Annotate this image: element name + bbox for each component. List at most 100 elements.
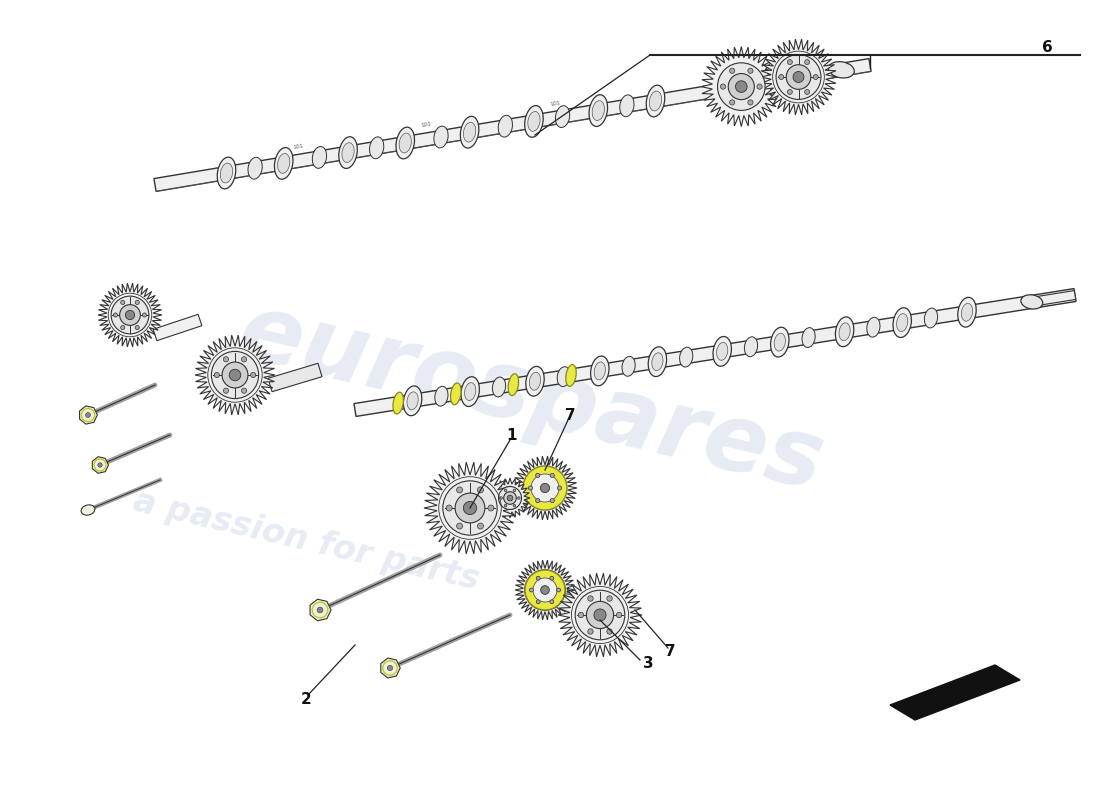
Circle shape — [223, 388, 229, 394]
Ellipse shape — [565, 365, 576, 386]
Circle shape — [607, 596, 613, 602]
Ellipse shape — [493, 377, 506, 397]
Circle shape — [537, 576, 540, 580]
Circle shape — [463, 502, 476, 514]
Circle shape — [717, 63, 766, 110]
Ellipse shape — [594, 362, 605, 380]
Circle shape — [98, 462, 102, 467]
Ellipse shape — [802, 328, 815, 347]
Ellipse shape — [342, 142, 354, 162]
Circle shape — [579, 612, 584, 618]
Ellipse shape — [839, 323, 850, 341]
Ellipse shape — [713, 337, 732, 366]
Circle shape — [550, 474, 554, 478]
Circle shape — [499, 497, 503, 499]
Text: 2: 2 — [300, 693, 311, 707]
Circle shape — [594, 609, 606, 621]
Circle shape — [736, 81, 747, 92]
Circle shape — [522, 466, 566, 510]
Circle shape — [443, 481, 497, 535]
Ellipse shape — [1021, 294, 1043, 309]
Ellipse shape — [312, 146, 327, 168]
Polygon shape — [381, 658, 400, 678]
Circle shape — [558, 486, 562, 490]
Ellipse shape — [867, 318, 880, 337]
Ellipse shape — [508, 374, 518, 395]
Text: 3: 3 — [644, 657, 653, 671]
Circle shape — [525, 570, 565, 610]
Text: 6: 6 — [1042, 41, 1053, 55]
Circle shape — [211, 351, 258, 398]
Ellipse shape — [404, 386, 421, 416]
Circle shape — [504, 492, 516, 504]
Circle shape — [534, 578, 557, 602]
Ellipse shape — [277, 154, 289, 174]
Circle shape — [251, 373, 255, 378]
Circle shape — [793, 71, 804, 82]
Circle shape — [513, 504, 516, 507]
Circle shape — [550, 498, 554, 502]
Polygon shape — [154, 58, 871, 191]
Circle shape — [786, 65, 811, 90]
Ellipse shape — [393, 392, 404, 414]
Polygon shape — [424, 462, 516, 554]
Circle shape — [540, 483, 550, 493]
Circle shape — [550, 600, 553, 604]
Circle shape — [111, 296, 148, 334]
Ellipse shape — [451, 383, 461, 405]
Polygon shape — [490, 478, 530, 518]
Circle shape — [455, 493, 485, 523]
Circle shape — [748, 68, 754, 74]
Ellipse shape — [248, 158, 262, 179]
Ellipse shape — [434, 386, 448, 406]
Text: a passion for parts: a passion for parts — [130, 485, 483, 597]
Circle shape — [575, 590, 625, 640]
Circle shape — [537, 600, 540, 604]
Circle shape — [498, 486, 521, 510]
Ellipse shape — [396, 127, 415, 159]
Circle shape — [587, 596, 593, 602]
Circle shape — [528, 486, 532, 490]
Ellipse shape — [648, 347, 667, 377]
Ellipse shape — [828, 62, 855, 78]
Circle shape — [779, 74, 783, 79]
Polygon shape — [98, 283, 162, 347]
Ellipse shape — [621, 356, 635, 376]
Circle shape — [813, 74, 818, 79]
Circle shape — [507, 495, 513, 501]
Ellipse shape — [588, 94, 607, 126]
Ellipse shape — [745, 337, 758, 357]
Ellipse shape — [652, 353, 663, 370]
Ellipse shape — [498, 115, 513, 137]
Circle shape — [113, 313, 118, 317]
Ellipse shape — [771, 327, 789, 357]
Circle shape — [214, 373, 219, 378]
Circle shape — [229, 370, 241, 381]
Ellipse shape — [526, 366, 544, 396]
Circle shape — [805, 60, 810, 65]
Circle shape — [142, 313, 146, 317]
Circle shape — [456, 487, 462, 493]
Ellipse shape — [217, 157, 235, 189]
Ellipse shape — [461, 377, 480, 406]
Circle shape — [86, 413, 90, 418]
Circle shape — [317, 607, 323, 613]
Ellipse shape — [528, 111, 540, 131]
Circle shape — [729, 68, 735, 74]
Circle shape — [242, 388, 246, 394]
Ellipse shape — [649, 91, 661, 111]
Circle shape — [223, 357, 229, 362]
Circle shape — [586, 602, 614, 629]
Circle shape — [242, 357, 246, 362]
Ellipse shape — [460, 116, 478, 148]
Polygon shape — [354, 289, 1076, 417]
Circle shape — [729, 100, 735, 105]
Polygon shape — [92, 457, 109, 474]
Circle shape — [447, 505, 452, 511]
Circle shape — [728, 74, 755, 100]
Ellipse shape — [924, 308, 937, 328]
Ellipse shape — [558, 366, 571, 386]
Circle shape — [488, 505, 494, 511]
Text: 101: 101 — [550, 100, 561, 106]
Circle shape — [527, 572, 563, 608]
